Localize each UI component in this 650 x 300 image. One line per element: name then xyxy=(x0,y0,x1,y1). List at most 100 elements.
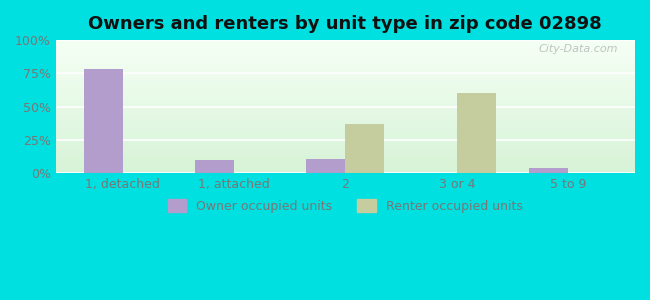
Bar xyxy=(56,83,635,84)
Bar xyxy=(56,127,635,128)
Bar xyxy=(56,132,635,133)
Bar xyxy=(56,88,635,89)
Bar xyxy=(56,157,635,158)
Bar xyxy=(195,160,234,173)
Bar xyxy=(56,100,635,101)
Bar xyxy=(56,131,635,132)
Bar xyxy=(56,95,635,96)
Bar xyxy=(56,110,635,111)
Bar xyxy=(56,128,635,129)
Bar xyxy=(56,85,635,86)
Bar xyxy=(56,50,635,51)
Bar xyxy=(56,64,635,65)
Bar xyxy=(56,66,635,67)
Bar xyxy=(56,45,635,46)
Bar xyxy=(56,160,635,161)
Bar xyxy=(56,53,635,54)
Bar xyxy=(56,139,635,140)
Bar xyxy=(56,91,635,92)
Title: Owners and renters by unit type in zip code 02898: Owners and renters by unit type in zip c… xyxy=(88,15,603,33)
Bar xyxy=(56,108,635,109)
Bar xyxy=(56,74,635,75)
Bar xyxy=(56,166,635,167)
Bar xyxy=(56,141,635,142)
Bar xyxy=(56,40,635,41)
Bar xyxy=(56,105,635,106)
Bar xyxy=(56,134,635,135)
Bar xyxy=(56,152,635,153)
Bar xyxy=(56,61,635,62)
Bar xyxy=(56,72,635,73)
Bar xyxy=(56,138,635,139)
Bar xyxy=(56,56,635,57)
Bar xyxy=(56,111,635,112)
Bar xyxy=(84,70,123,173)
Bar xyxy=(56,79,635,80)
Bar xyxy=(56,94,635,95)
Bar xyxy=(56,170,635,171)
Bar xyxy=(56,153,635,154)
Bar xyxy=(56,49,635,50)
Bar xyxy=(56,102,635,103)
Bar xyxy=(56,120,635,121)
Bar xyxy=(56,65,635,66)
Bar xyxy=(56,172,635,173)
Bar xyxy=(56,163,635,164)
Bar xyxy=(56,158,635,159)
Bar xyxy=(56,69,635,70)
Bar xyxy=(56,75,635,76)
Bar xyxy=(56,159,635,160)
Bar xyxy=(56,81,635,82)
Bar xyxy=(56,42,635,43)
Bar xyxy=(56,168,635,169)
Bar xyxy=(56,133,635,134)
Bar xyxy=(345,124,384,173)
Bar xyxy=(56,156,635,157)
Bar xyxy=(56,61,635,62)
Bar xyxy=(56,164,635,165)
Bar xyxy=(56,87,635,88)
Bar xyxy=(529,168,568,173)
Bar xyxy=(56,129,635,130)
Text: City-Data.com: City-Data.com xyxy=(538,44,617,54)
Bar xyxy=(56,121,635,122)
Bar xyxy=(56,136,635,137)
Bar xyxy=(56,99,635,100)
Bar xyxy=(56,51,635,52)
Bar xyxy=(56,47,635,48)
Bar xyxy=(56,80,635,81)
Bar xyxy=(56,90,635,91)
Bar xyxy=(56,165,635,166)
Bar xyxy=(56,97,635,98)
Bar xyxy=(56,137,635,138)
Bar xyxy=(56,122,635,123)
Bar xyxy=(56,162,635,163)
Bar xyxy=(56,84,635,85)
Bar xyxy=(56,123,635,124)
Bar xyxy=(56,116,635,117)
Bar xyxy=(56,41,635,42)
Bar xyxy=(56,78,635,79)
Bar xyxy=(56,117,635,118)
Bar xyxy=(56,118,635,119)
Bar xyxy=(56,140,635,141)
Bar xyxy=(56,55,635,56)
Bar xyxy=(56,113,635,114)
Bar xyxy=(56,104,635,105)
Bar xyxy=(56,92,635,93)
Bar xyxy=(457,94,496,173)
Bar xyxy=(56,62,635,63)
Bar xyxy=(56,167,635,168)
Bar xyxy=(56,101,635,102)
Legend: Owner occupied units, Renter occupied units: Owner occupied units, Renter occupied un… xyxy=(162,194,528,218)
Bar xyxy=(56,63,635,64)
Bar xyxy=(306,159,345,173)
Bar xyxy=(56,112,635,113)
Bar xyxy=(56,144,635,145)
Bar xyxy=(56,76,635,77)
Bar xyxy=(56,125,635,126)
Bar xyxy=(56,86,635,87)
Bar xyxy=(56,93,635,94)
Bar xyxy=(56,114,635,115)
Bar xyxy=(56,57,635,58)
